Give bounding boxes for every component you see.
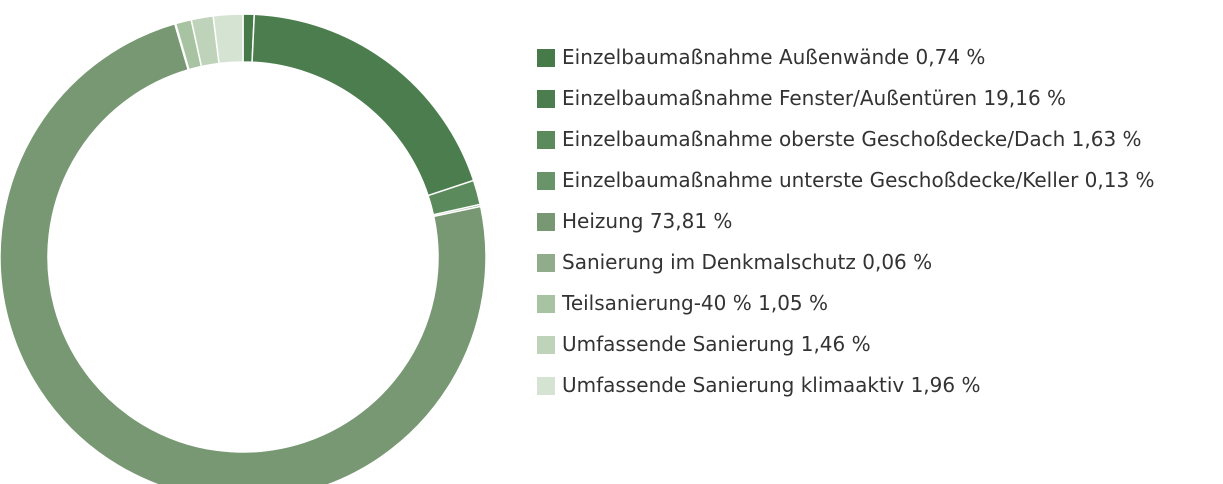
donut-segment [0, 22, 487, 484]
legend-label: Einzelbaumaßnahme oberste Geschoßdecke/D… [562, 127, 1142, 151]
legend-category: Umfassende Sanierung klimaaktiv [562, 373, 904, 397]
legend-value: 0,74 % [916, 45, 986, 69]
legend-value: 1,46 % [801, 332, 871, 356]
legend-swatch [537, 377, 555, 395]
legend-swatch [537, 336, 555, 354]
legend-value: 73,81 % [650, 209, 733, 233]
legend-category: Einzelbaumaßnahme unterste Geschoßdecke/… [562, 168, 1079, 192]
legend-swatch [537, 90, 555, 108]
legend-label: Umfassende Sanierung 1,46 % [562, 332, 871, 356]
legend-swatch [537, 49, 555, 67]
legend-category: Umfassende Sanierung [562, 332, 794, 356]
legend-label: Einzelbaumaßnahme Fenster/Außentüren 19,… [562, 86, 1066, 110]
legend-label: Einzelbaumaßnahme Außenwände 0,74 % [562, 45, 985, 69]
legend-swatch [537, 131, 555, 149]
legend-label: Sanierung im Denkmalschutz 0,06 % [562, 250, 932, 274]
legend-category: Teilsanierung-40 % [561, 291, 752, 315]
legend-swatch [537, 172, 555, 190]
legend-category: Heizung [562, 209, 643, 233]
legend-value: 1,96 % [911, 373, 981, 397]
legend-category: Einzelbaumaßnahme Fenster/Außentüren [562, 86, 977, 110]
legend-label: Heizung 73,81 % [562, 209, 732, 233]
donut-segment [251, 13, 475, 197]
legend-value: 0,06 % [862, 250, 932, 274]
legend-label: Einzelbaumaßnahme unterste Geschoßdecke/… [562, 168, 1155, 192]
legend-label: Teilsanierung-40 % 1,05 % [561, 291, 828, 315]
legend-category: Einzelbaumaßnahme oberste Geschoßdecke/D… [562, 127, 1065, 151]
donut-segment [212, 13, 244, 65]
legend-value: 1,63 % [1072, 127, 1142, 151]
legend-value: 1,05 % [758, 291, 828, 315]
legend-swatch [537, 295, 555, 313]
legend-label: Umfassende Sanierung klimaaktiv 1,96 % [562, 373, 980, 397]
legend-swatch [537, 213, 555, 231]
legend-category: Sanierung im Denkmalschutz [562, 250, 856, 274]
legend-swatch [537, 254, 555, 272]
legend-value: 19,16 % [983, 86, 1066, 110]
legend-value: 0,13 % [1085, 168, 1155, 192]
legend-category: Einzelbaumaßnahme Außenwände [562, 45, 909, 69]
